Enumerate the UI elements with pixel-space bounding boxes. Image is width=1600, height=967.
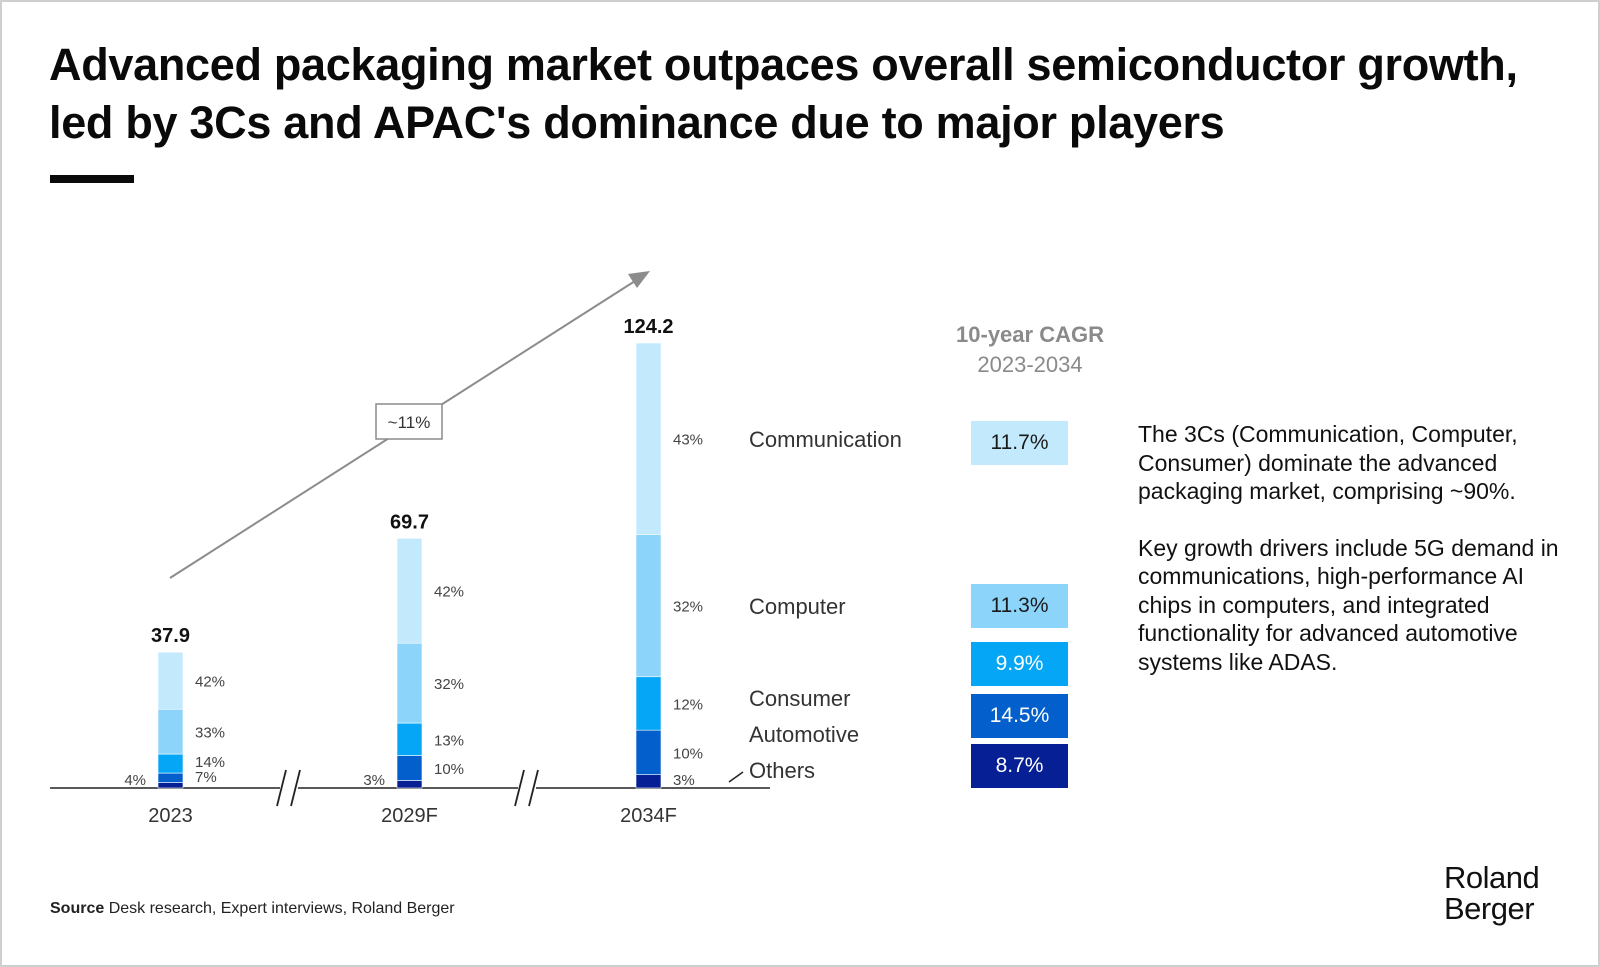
segment-label: 4% <box>124 772 146 789</box>
legend-label-communication: Communication <box>749 427 902 452</box>
source-text: Desk research, Expert interviews, Roland… <box>108 900 455 917</box>
segment-label: 10% <box>673 745 703 762</box>
segment-label: 14% <box>195 754 225 771</box>
segment-label: 12% <box>673 696 703 713</box>
commentary: The 3Cs (Communication, Computer, Consum… <box>1138 420 1568 704</box>
axis-break-gap <box>280 786 298 790</box>
bar-total-label: 37.9 <box>151 625 190 647</box>
others-leader-line <box>728 771 744 783</box>
cagr-box-automotive: 14.5% <box>971 694 1068 738</box>
bar-segment-computer <box>635 534 662 678</box>
segment-label: 3% <box>363 772 385 789</box>
bar-segment-computer <box>157 708 184 755</box>
bar-segment-consumer <box>396 722 423 756</box>
logo-line: Berger <box>1444 891 1535 926</box>
cagr-period: 2023-2034 <box>977 352 1083 377</box>
segment-label: 7% <box>195 769 217 786</box>
x-tick-label: 2034F <box>620 805 677 827</box>
axis-break-gap <box>518 786 536 790</box>
bar-segment-others <box>157 782 184 789</box>
title-underline <box>50 175 134 183</box>
bar-segment-consumer <box>157 753 184 774</box>
legend-label-automotive: Automotive <box>749 722 859 747</box>
segment-label: 13% <box>434 732 464 749</box>
growth-rate-label: ~11% <box>388 413 431 432</box>
segment-label: 32% <box>673 599 703 616</box>
axis-break-mark <box>290 769 301 807</box>
commentary-paragraph: The 3Cs (Communication, Computer, Consum… <box>1138 421 1518 504</box>
bar-segment-communication <box>157 651 184 710</box>
cagr-box-communication: 11.7% <box>971 421 1068 465</box>
roland-berger-logo: Roland Berger <box>1444 860 1540 926</box>
segment-label: 33% <box>195 725 225 742</box>
segment-label: 3% <box>673 772 695 789</box>
legend-label-consumer: Consumer <box>749 686 850 711</box>
legend-label-others: Others <box>749 758 815 783</box>
axis-break-mark <box>514 769 525 807</box>
segment-label: 43% <box>673 432 703 449</box>
growth-arrow-head <box>628 271 650 288</box>
bar-segment-automotive <box>157 772 184 783</box>
cagr-box-others: 8.7% <box>971 744 1068 788</box>
x-tick-label: 2029F <box>381 805 438 827</box>
growth-rate-box <box>375 403 443 440</box>
bar-segment-computer <box>396 642 423 724</box>
bar-segment-consumer <box>635 676 662 731</box>
segment-label: 32% <box>434 676 464 693</box>
bar-segment-automotive <box>396 755 423 781</box>
bar-total-label: 124.2 <box>623 316 673 338</box>
bar-segment-communication <box>635 342 662 535</box>
segment-label: 10% <box>434 761 464 778</box>
bar-segment-others <box>635 774 662 789</box>
cagr-box-consumer: 9.9% <box>971 642 1068 686</box>
logo-line: Roland <box>1444 860 1540 895</box>
bar-segment-automotive <box>635 729 662 775</box>
source-label: Source <box>50 900 105 917</box>
segment-label: 42% <box>434 584 464 601</box>
axis-break-mark <box>528 769 539 807</box>
page-title: Advanced packaging market outpaces overa… <box>49 39 1518 148</box>
x-tick-label: 2023 <box>148 805 193 827</box>
axis-break-mark <box>276 769 287 807</box>
source-note: Source Desk research, Expert interviews,… <box>50 900 455 918</box>
cagr-heading: 10-year CAGR <box>956 322 1104 347</box>
bar-segment-others <box>396 780 423 789</box>
commentary-paragraph: Key growth drivers include 5G demand in … <box>1138 534 1559 675</box>
legend-label-computer: Computer <box>749 594 846 619</box>
bar-total-label: 69.7 <box>390 511 429 533</box>
bar-segment-communication <box>396 537 423 644</box>
cagr-header: 10-year CAGR 2023-2034 <box>900 320 1160 380</box>
cagr-box-computer: 11.3% <box>971 584 1068 628</box>
segment-label: 42% <box>195 674 225 691</box>
